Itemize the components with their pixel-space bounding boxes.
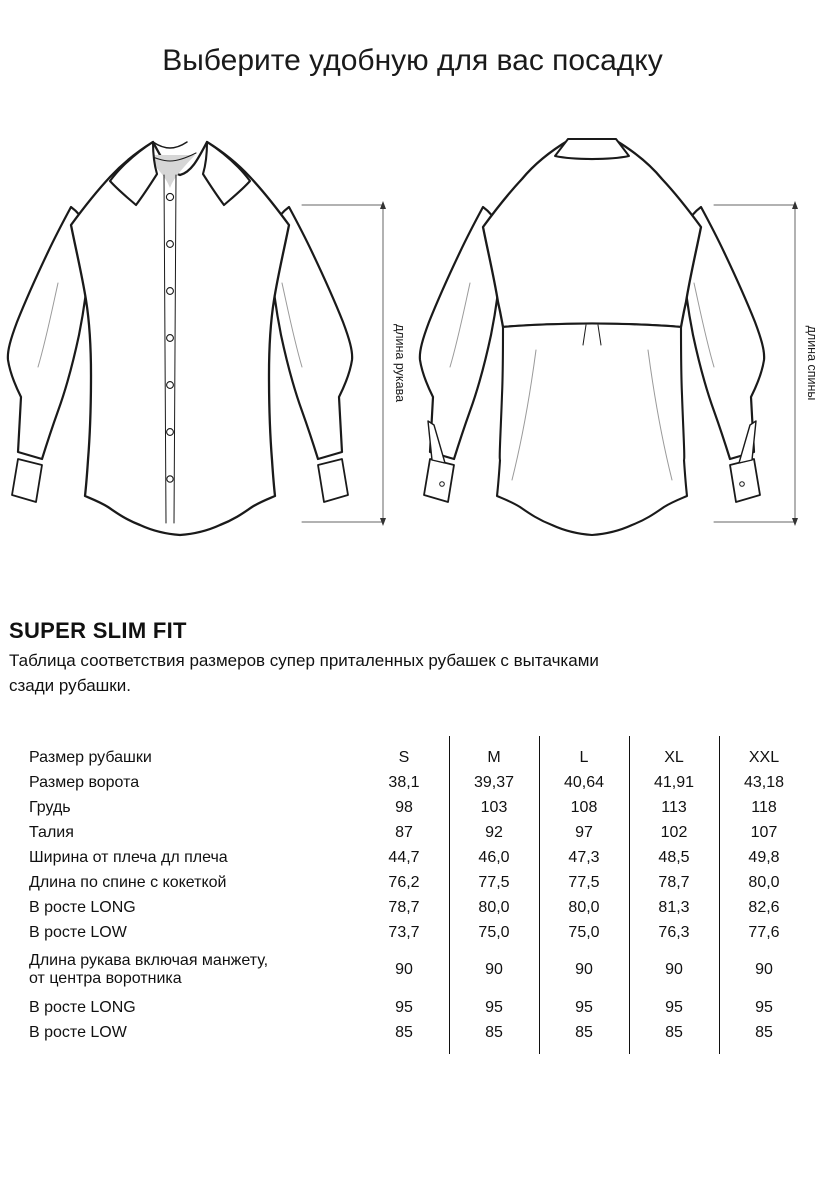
svg-text:длина рукава: длина рукава	[393, 324, 407, 402]
svg-text:длина спины: длина спины	[805, 326, 819, 401]
